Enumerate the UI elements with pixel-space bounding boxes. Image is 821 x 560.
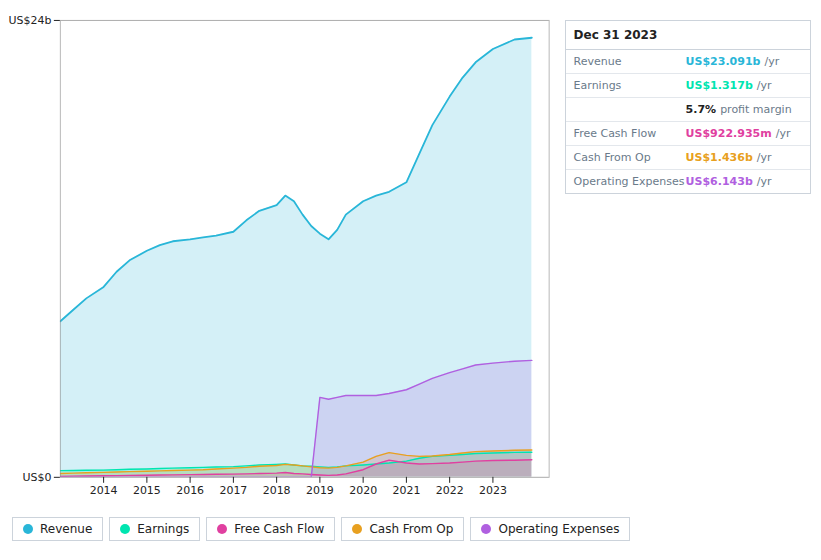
html-text:Operating Expenses: Operating Expenses bbox=[498, 522, 620, 536]
svg-text:2014: 2014 bbox=[90, 484, 118, 497]
svg-text:2017: 2017 bbox=[219, 484, 247, 497]
svg-text:US$0: US$0 bbox=[22, 471, 51, 484]
html-text:Revenue: Revenue bbox=[573, 55, 622, 68]
html-text:US$1.436b /yr: US$1.436b /yr bbox=[685, 151, 772, 164]
html-text:Cash From Op: Cash From Op bbox=[369, 522, 454, 536]
svg-text:2015: 2015 bbox=[133, 484, 161, 497]
svg-text:2022: 2022 bbox=[436, 484, 464, 497]
html-text:US$1.317b /yr: US$1.317b /yr bbox=[685, 79, 772, 92]
html-text:Revenue: Revenue bbox=[40, 522, 93, 536]
html-text:Earnings: Earnings bbox=[573, 79, 622, 92]
svg-text:2021: 2021 bbox=[392, 484, 420, 497]
html-text:Cash From Op: Cash From Op bbox=[573, 151, 651, 164]
html-text:Free Cash Flow: Free Cash Flow bbox=[234, 522, 325, 536]
svg-text:2020: 2020 bbox=[349, 484, 377, 497]
html-text:Earnings: Earnings bbox=[137, 522, 190, 536]
html-text:Operating Expenses US$6.143b /: Operating Expenses US$6.143b /yr bbox=[573, 175, 772, 188]
svg-text:2023: 2023 bbox=[479, 484, 507, 497]
html-text:US$922.935m /yr: US$922.935m /yr bbox=[685, 127, 791, 140]
html-text:US$23.091b /yr: US$23.091b /yr bbox=[685, 55, 780, 68]
svg-text:US$24b: US$24b bbox=[8, 14, 51, 27]
svg-text:2019: 2019 bbox=[306, 484, 334, 497]
html-text:5.7% profit margin: 5.7% profit margin bbox=[685, 103, 792, 116]
svg-text:2018: 2018 bbox=[263, 484, 291, 497]
svg-text:2016: 2016 bbox=[176, 484, 204, 497]
html-text:Dec 31 2023: Dec 31 2023 bbox=[573, 28, 658, 42]
html-text:Free Cash Flow: Free Cash Flow bbox=[573, 127, 657, 140]
